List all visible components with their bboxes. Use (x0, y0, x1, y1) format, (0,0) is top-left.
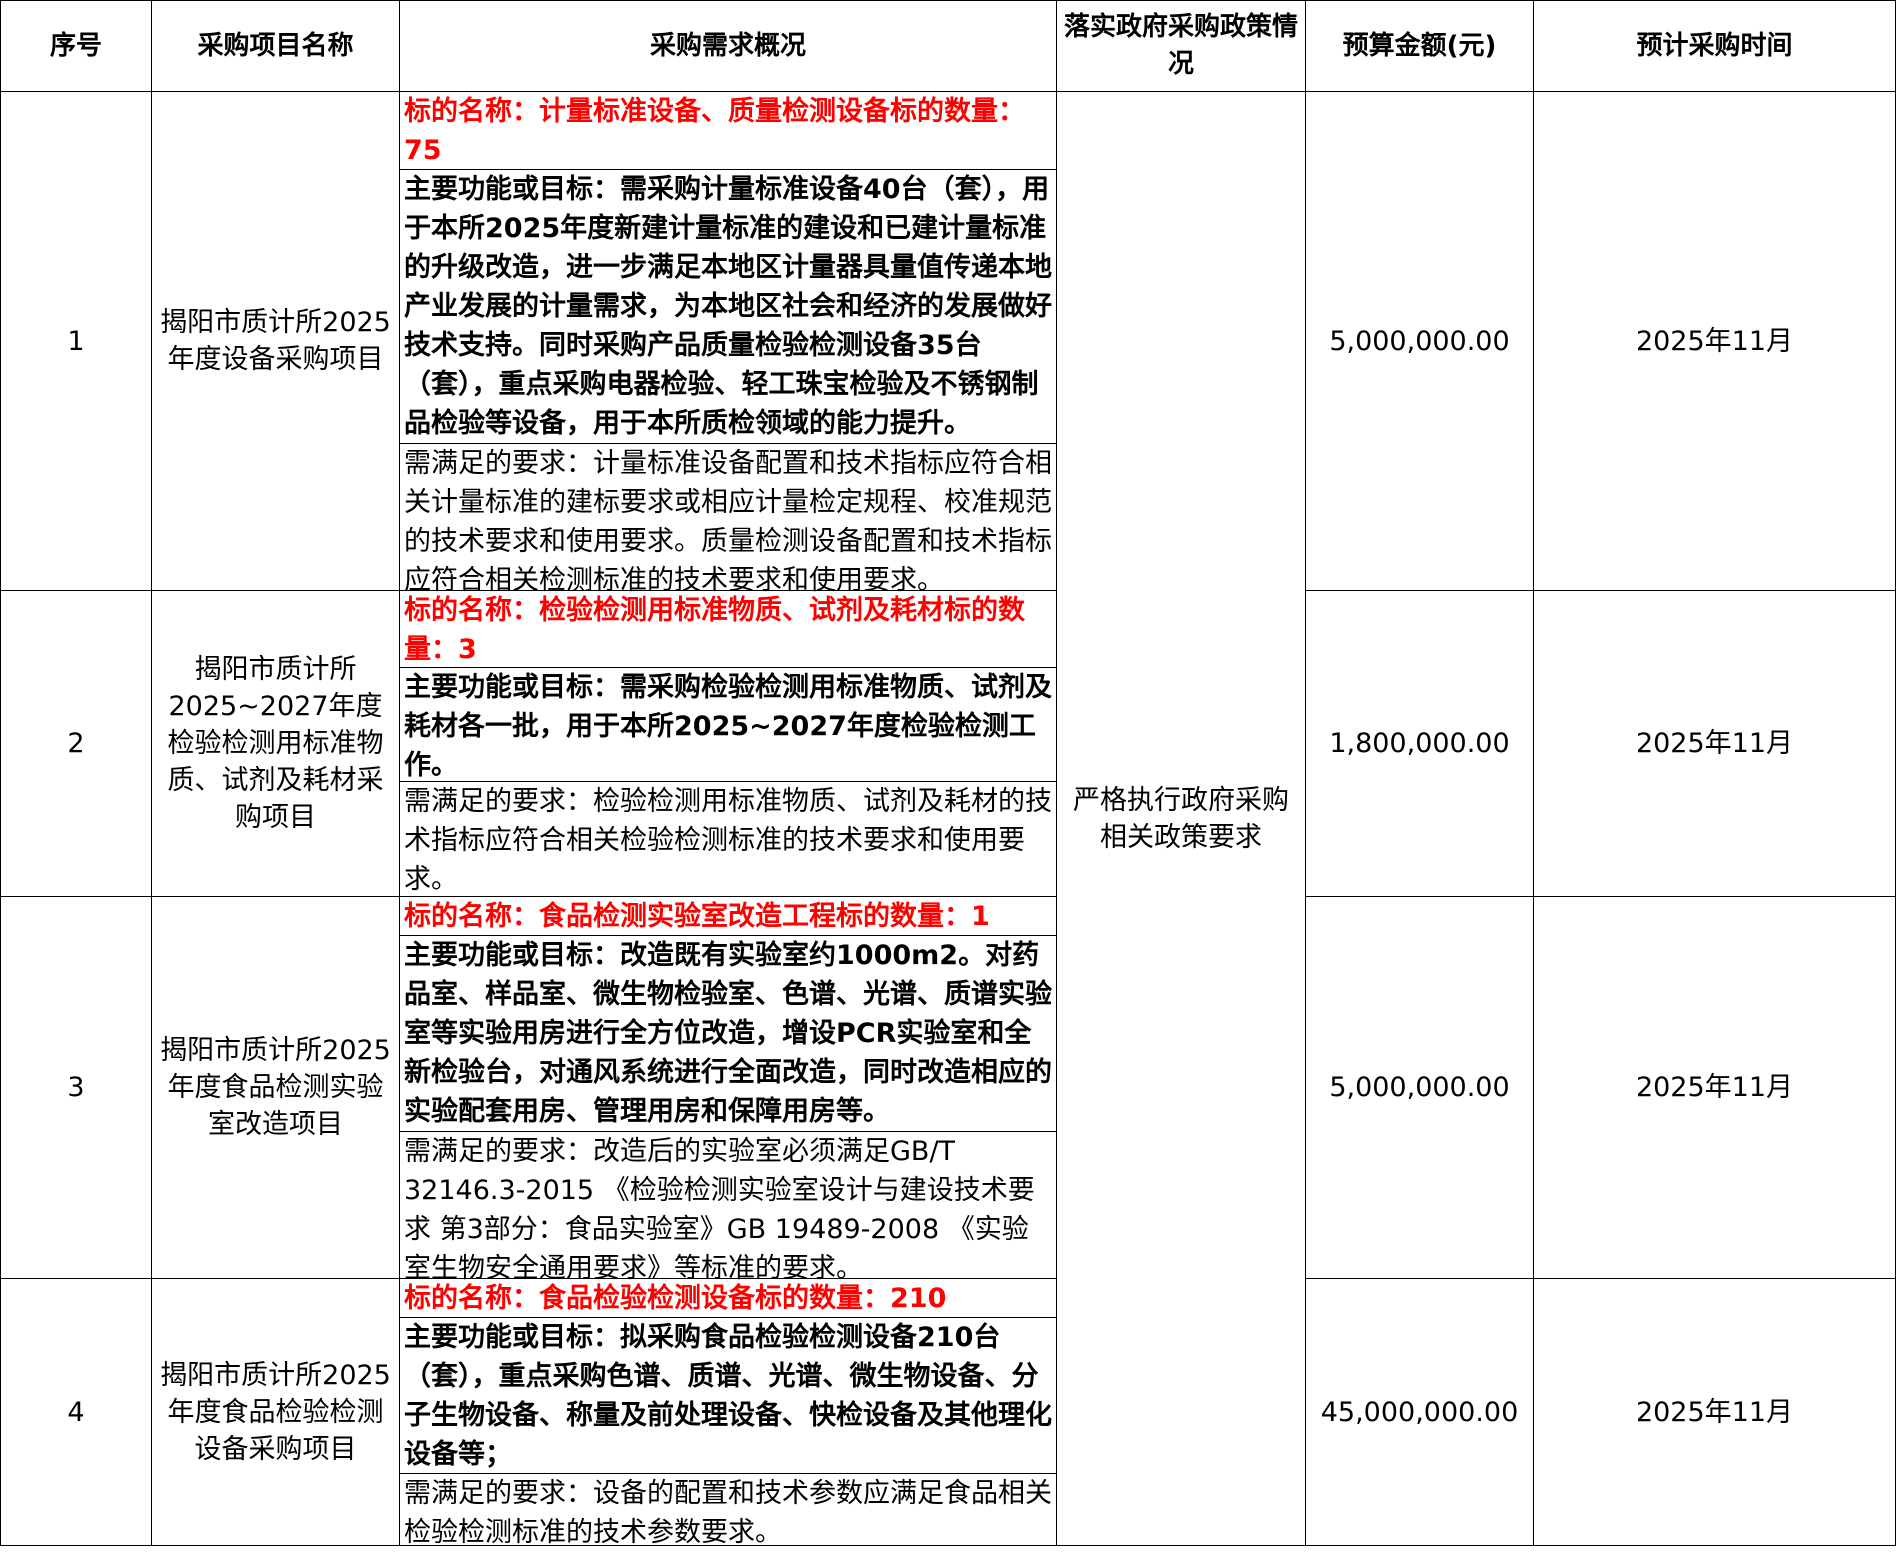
row-4-time: 2025年11月 (1533, 1278, 1896, 1546)
row-4-requirement: 需满足的要求：设备的配置和技术参数应满足食品相关检验检测标准的技术参数要求。 (399, 1473, 1057, 1548)
row-3-time: 2025年11月 (1533, 896, 1896, 1279)
policy-cell: 严格执行政府采购相关政策要求 (1056, 91, 1306, 1546)
row-2-budget: 1,800,000.00 (1305, 590, 1534, 897)
header-project-name: 采购项目名称 (151, 0, 400, 92)
row-3-target: 标的名称：食品检测实验室改造工程标的数量：1 (399, 896, 1057, 936)
row-4-no: 4 (0, 1278, 152, 1546)
header-no: 序号 (0, 0, 152, 92)
row-4-target: 标的名称：食品检验检测设备标的数量：210 (399, 1278, 1057, 1318)
row-3-budget: 5,000,000.00 (1305, 896, 1534, 1279)
header-policy: 落实政府采购政策情况 (1056, 0, 1306, 92)
row-2-time: 2025年11月 (1533, 590, 1896, 897)
row-2-no: 2 (0, 590, 152, 897)
row-1-budget: 5,000,000.00 (1305, 91, 1534, 591)
row-1-time: 2025年11月 (1533, 91, 1896, 591)
row-2-name: 揭阳市质计所2025~2027年度检验检测用标准物质、试剂及耗材采购项目 (151, 590, 400, 897)
row-1-requirement: 需满足的要求：计量标准设备配置和技术指标应符合相关计量标准的建标要求或相应计量检… (399, 443, 1057, 596)
row-4-goal: 主要功能或目标：拟采购食品检验检测设备210台（套），重点采购色谱、质谱、光谱、… (399, 1317, 1057, 1474)
header-overview: 采购需求概况 (399, 0, 1057, 92)
row-2-requirement: 需满足的要求：检验检测用标准物质、试剂及耗材的技术指标应符合相关检验检测标准的技… (399, 781, 1057, 897)
row-4-budget: 45,000,000.00 (1305, 1278, 1534, 1546)
row-1-goal: 主要功能或目标：需采购计量标准设备40台（套），用于本所2025年度新建计量标准… (399, 169, 1057, 444)
row-1-no: 1 (0, 91, 152, 591)
row-3-name: 揭阳市质计所2025年度食品检测实验室改造项目 (151, 896, 400, 1279)
header-budget: 预算金额(元) (1305, 0, 1534, 92)
row-3-no: 3 (0, 896, 152, 1279)
row-1-target: 标的名称：计量标准设备、质量检测设备标的数量：75 (399, 91, 1057, 170)
row-1-name: 揭阳市质计所2025年度设备采购项目 (151, 91, 400, 591)
header-time: 预计采购时间 (1533, 0, 1896, 92)
row-4-name: 揭阳市质计所2025年度食品检验检测设备采购项目 (151, 1278, 400, 1546)
row-3-goal: 主要功能或目标：改造既有实验室约1000m2。对药品室、样品室、微生物检验室、色… (399, 935, 1057, 1132)
row-2-target: 标的名称：检验检测用标准物质、试剂及耗材标的数量：3 (399, 590, 1057, 668)
row-3-requirement: 需满足的要求：改造后的实验室必须满足GB/T 32146.3-2015 《检验检… (399, 1131, 1057, 1284)
row-2-goal: 主要功能或目标：需采购检验检测用标准物质、试剂及耗材各一批，用于本所2025~2… (399, 667, 1057, 782)
